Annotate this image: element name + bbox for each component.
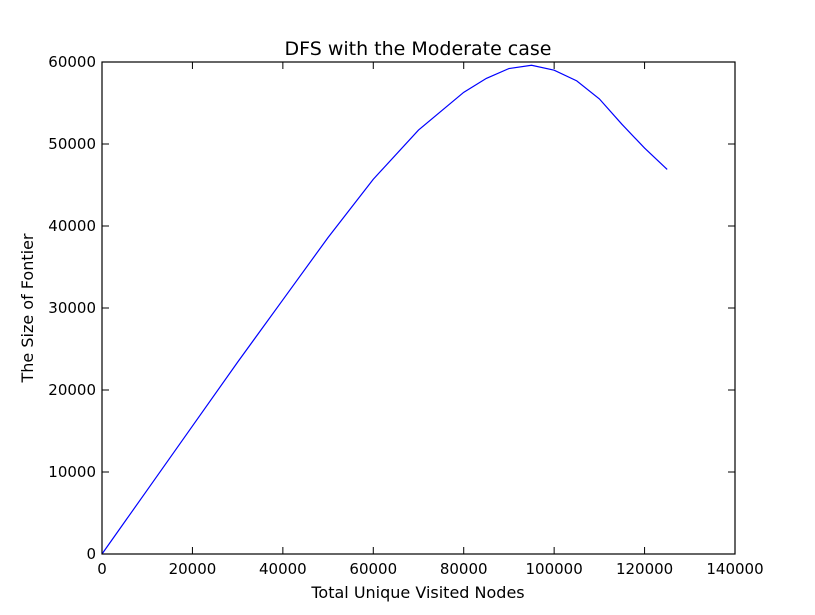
chart-title: DFS with the Moderate case bbox=[285, 38, 552, 60]
x-tick-label: 80000 bbox=[440, 560, 488, 578]
x-tick-label: 40000 bbox=[259, 560, 307, 578]
y-tick-label: 50000 bbox=[48, 135, 96, 153]
x-tick-label: 100000 bbox=[526, 560, 583, 578]
plot-area bbox=[101, 61, 736, 555]
x-axis-label: Total Unique Visited Nodes bbox=[310, 583, 524, 602]
y-tick-label: 10000 bbox=[48, 463, 96, 481]
y-tick-label: 40000 bbox=[48, 217, 96, 235]
y-tick-label: 30000 bbox=[48, 299, 96, 317]
y-tick-label: 20000 bbox=[48, 381, 96, 399]
y-axis-label: The Size of Fontier bbox=[18, 233, 37, 383]
y-tick-label: 0 bbox=[86, 545, 96, 563]
x-tick-label: 60000 bbox=[349, 560, 397, 578]
series-line bbox=[101, 64, 668, 555]
plot-frame bbox=[101, 61, 736, 555]
y-tick-label: 60000 bbox=[48, 53, 96, 71]
y-axis-ticks: 0 10000 20000 30000 40000 50000 60000 bbox=[48, 53, 735, 563]
x-tick-label: 0 bbox=[97, 560, 107, 578]
x-tick-label: 120000 bbox=[616, 560, 673, 578]
x-tick-label: 140000 bbox=[706, 560, 763, 578]
x-axis-ticks: 0 20000 40000 60000 80000 100000 120000 140000 bbox=[97, 62, 764, 578]
x-tick-label: 20000 bbox=[169, 560, 217, 578]
